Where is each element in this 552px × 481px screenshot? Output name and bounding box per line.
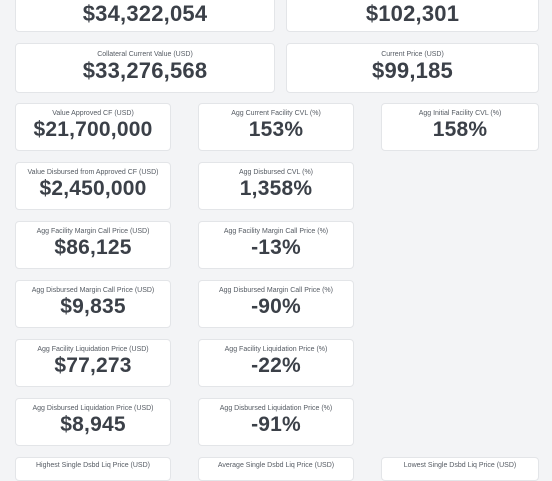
collateral-current-value-card: Collateral Current Value (USD) $33,276,5…: [15, 43, 275, 93]
lowest-single-dsbd-liq-price-label: Lowest Single Dsbd Liq Price (USD): [403, 462, 517, 469]
agg-disbursed-liquidation-price-usd-label: Agg Disbursed Liquidation Price (USD): [32, 405, 154, 412]
value-disbursed-value: $2,450,000: [39, 177, 147, 200]
value-disbursed-card: Value Disbursed from Approved CF (USD) $…: [15, 162, 171, 210]
agg-facility-liquidation-price-pct-value: -22%: [251, 354, 301, 377]
agg-facility-margin-call-price-pct-card: Agg Facility Margin Call Price (%) -13%: [198, 221, 354, 269]
agg-disbursed-liquidation-price-usd-card: Agg Disbursed Liquidation Price (USD) $8…: [15, 398, 171, 446]
value-disbursed-label: Value Disbursed from Approved CF (USD): [27, 169, 159, 176]
current-price-value: $99,185: [372, 58, 453, 83]
agg-facility-margin-call-price-usd-label: Agg Facility Margin Call Price (USD): [36, 228, 150, 235]
collateral-current-value-label: Collateral Current Value (USD): [97, 51, 193, 58]
agg-current-facility-cvl-value: 153%: [248, 118, 304, 141]
average-single-dsbd-liq-price-card: Average Single Dsbd Liq Price (USD): [198, 457, 354, 481]
agg-disbursed-liquidation-price-pct-label: Agg Disbursed Liquidation Price (%): [219, 405, 333, 412]
price-value-top: $102,301: [365, 1, 460, 26]
agg-disbursed-margin-call-price-pct-value: -90%: [251, 295, 301, 318]
current-price-label: Current Price (USD): [381, 51, 444, 58]
agg-disbursed-margin-call-price-pct-card: Agg Disbursed Margin Call Price (%) -90%: [198, 280, 354, 328]
total-value: $34,322,054: [82, 1, 208, 26]
agg-disbursed-cvl-card: Agg Disbursed CVL (%) 1,358%: [198, 162, 354, 210]
agg-facility-margin-call-price-usd-value: $86,125: [54, 236, 132, 259]
agg-disbursed-margin-call-price-usd-label: Agg Disbursed Margin Call Price (USD): [31, 287, 155, 294]
agg-facility-margin-call-price-usd-card: Agg Facility Margin Call Price (USD) $86…: [15, 221, 171, 269]
agg-disbursed-margin-call-price-usd-value: $9,835: [60, 295, 126, 318]
agg-facility-liquidation-price-usd-label: Agg Facility Liquidation Price (USD): [37, 346, 149, 353]
collateral-current-value: $33,276,568: [82, 58, 208, 83]
agg-facility-liquidation-price-pct-card: Agg Facility Liquidation Price (%) -22%: [198, 339, 354, 387]
average-single-dsbd-liq-price-label: Average Single Dsbd Liq Price (USD): [217, 462, 335, 469]
total-value-card: $34,322,054: [15, 0, 275, 32]
agg-initial-facility-cvl-value: 158%: [432, 118, 488, 141]
agg-facility-margin-call-price-pct-value: -13%: [251, 236, 301, 259]
agg-disbursed-cvl-value: 1,358%: [239, 177, 313, 200]
agg-facility-liquidation-price-usd-value: $77,273: [54, 354, 132, 377]
agg-facility-liquidation-price-usd-card: Agg Facility Liquidation Price (USD) $77…: [15, 339, 171, 387]
highest-single-dsbd-liq-price-card: Highest Single Dsbd Liq Price (USD): [15, 457, 171, 481]
agg-initial-facility-cvl-card: Agg Initial Facility CVL (%) 158%: [381, 103, 539, 151]
agg-disbursed-margin-call-price-usd-card: Agg Disbursed Margin Call Price (USD) $9…: [15, 280, 171, 328]
agg-current-facility-cvl-label: Agg Current Facility CVL (%): [231, 110, 321, 117]
value-approved-cf-label: Value Approved CF (USD): [52, 110, 134, 117]
agg-disbursed-margin-call-price-pct-label: Agg Disbursed Margin Call Price (%): [219, 287, 333, 294]
agg-disbursed-liquidation-price-pct-card: Agg Disbursed Liquidation Price (%) -91%: [198, 398, 354, 446]
agg-facility-margin-call-price-pct-label: Agg Facility Margin Call Price (%): [223, 228, 329, 235]
price-card-top: $102,301: [286, 0, 539, 32]
agg-disbursed-liquidation-price-usd-value: $8,945: [60, 413, 126, 436]
lowest-single-dsbd-liq-price-card: Lowest Single Dsbd Liq Price (USD): [381, 457, 539, 481]
agg-disbursed-liquidation-price-pct-value: -91%: [251, 413, 301, 436]
value-approved-cf-card: Value Approved CF (USD) $21,700,000: [15, 103, 171, 151]
value-approved-cf-value: $21,700,000: [33, 118, 153, 141]
current-price-card: Current Price (USD) $99,185: [286, 43, 539, 93]
agg-facility-liquidation-price-pct-label: Agg Facility Liquidation Price (%): [224, 346, 328, 353]
agg-disbursed-cvl-label: Agg Disbursed CVL (%): [238, 169, 314, 176]
highest-single-dsbd-liq-price-label: Highest Single Dsbd Liq Price (USD): [36, 462, 150, 469]
agg-initial-facility-cvl-label: Agg Initial Facility CVL (%): [418, 110, 502, 117]
agg-current-facility-cvl-card: Agg Current Facility CVL (%) 153%: [198, 103, 354, 151]
